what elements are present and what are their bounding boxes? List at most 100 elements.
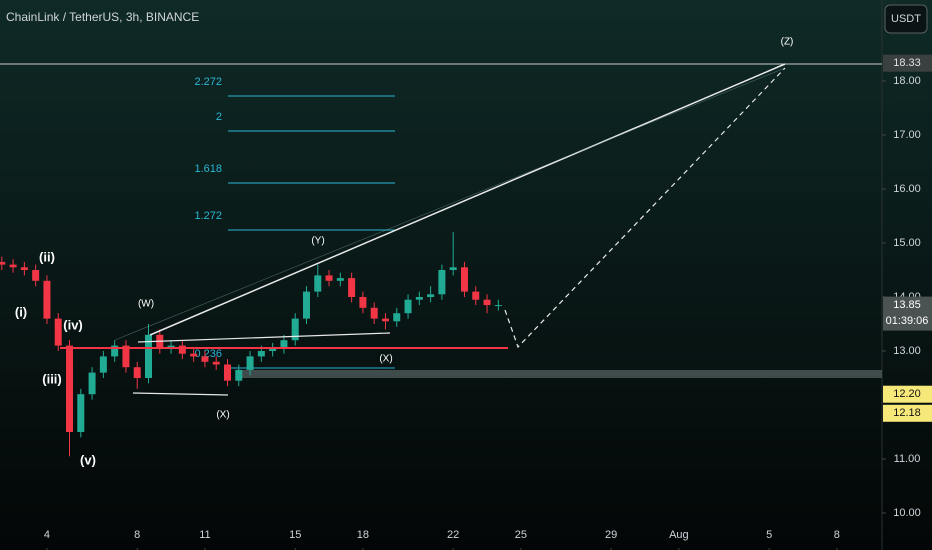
y-tick-label: 18.00 [893, 75, 921, 87]
candle-body [201, 356, 209, 362]
x-tick-label: 22 [447, 529, 459, 541]
candle-body [269, 348, 277, 352]
x-tick-label: 4 [44, 529, 50, 541]
x-tick-label: 8 [834, 529, 840, 541]
candle-body [167, 345, 175, 349]
candle-body [20, 267, 28, 271]
candle-body [415, 297, 423, 300]
currency-button[interactable] [884, 4, 928, 34]
price-label-box [883, 404, 932, 422]
price-label-box [883, 54, 932, 72]
candle-body [178, 345, 186, 354]
candle-body [393, 313, 401, 322]
wave-label: (Y) [311, 236, 324, 247]
candle-body [404, 299, 412, 314]
candle-body [336, 278, 344, 281]
wave-label: (X) [379, 354, 392, 365]
candle-body [438, 270, 446, 295]
wave-label: (ii) [39, 249, 55, 264]
candle-body [190, 353, 198, 357]
fib-label: 1.618 [194, 163, 222, 175]
wave-label: (v) [80, 452, 96, 467]
candle-body [235, 369, 243, 381]
y-tick-label: 16.00 [893, 183, 921, 195]
candle-body [43, 280, 51, 319]
projection-path [504, 67, 786, 349]
wave-label: (i) [15, 304, 27, 319]
fib-label: 0.236 [194, 348, 222, 360]
candle-body [494, 305, 502, 307]
x-tick-label: 29 [605, 529, 617, 541]
countdown: 01:39:06 [886, 315, 929, 327]
candle-body [133, 367, 141, 379]
candle-body [381, 318, 389, 322]
trend-line [114, 67, 786, 341]
price-label-box [883, 296, 932, 331]
price-label: 12.20 [893, 388, 921, 400]
y-tick-label: 15.00 [893, 237, 921, 249]
candle-body [54, 318, 62, 346]
drawings-over: (i) (ii) (iii) (iv) (v) (W) (X) (Y) (X) … [0, 37, 882, 467]
candle-body [302, 291, 310, 319]
fib-label: 2 [216, 111, 222, 123]
chart-title: ChainLink / TetherUS, 3h, BINANCE [6, 10, 199, 24]
y-tick-label: 11.00 [894, 453, 921, 465]
currency-label[interactable]: USDT [891, 13, 921, 25]
candle-body [246, 356, 254, 370]
candle-body [291, 318, 299, 341]
candle-body [99, 356, 107, 373]
wave-label: (Z) [781, 37, 794, 48]
candle-body [460, 267, 468, 292]
candle-body [88, 372, 96, 395]
candle-body [427, 294, 435, 298]
candle-body [0, 261, 6, 265]
x-tick-label: 15 [289, 529, 301, 541]
candle-body [145, 334, 153, 379]
candle-body [257, 351, 265, 357]
fib-label: 1.272 [194, 210, 222, 222]
candle-body [348, 278, 356, 298]
candle-body [66, 345, 74, 433]
trend-line [149, 63, 786, 336]
candle-body [32, 270, 40, 281]
x-tick-label: 5 [766, 529, 772, 541]
wave-label: (X) [216, 410, 229, 421]
candle-body [212, 361, 220, 365]
wave-label: (iii) [42, 371, 62, 386]
candle-body [280, 340, 288, 349]
fib-label: 2.272 [194, 76, 222, 88]
candle-body [370, 307, 378, 319]
x-tick-label: 25 [515, 529, 527, 541]
candle-body [325, 275, 333, 281]
axes: 10.0011.0013.0014.0015.0016.0017.0018.00… [44, 54, 932, 550]
x-tick-label: 8 [134, 529, 140, 541]
drawings-under: 2.272 2 1.618 1.272 0.236 [194, 76, 882, 378]
x-tick-label: 11 [199, 529, 210, 541]
wave-label: (iv) [63, 317, 83, 332]
wave-label: (W) [138, 299, 154, 310]
y-tick-label: 10.00 [893, 507, 921, 519]
zone-band [240, 370, 882, 378]
candle-body [9, 264, 17, 268]
price-label: 12.18 [893, 407, 921, 419]
candle-body [122, 345, 130, 368]
x-tick-label: 18 [357, 529, 369, 541]
candle-body [359, 297, 367, 308]
candle-body [483, 299, 491, 306]
price-label: 18.33 [893, 57, 921, 69]
candle-body [449, 267, 457, 271]
price-label-box [883, 385, 932, 403]
trend-line [132, 392, 229, 396]
candle-body [77, 394, 85, 433]
candle-body [472, 291, 480, 300]
y-tick-label: 13.00 [893, 345, 921, 357]
y-tick-label: 17.00 [893, 129, 921, 141]
candle-body [314, 275, 322, 292]
price-label: 13.85 [893, 299, 921, 311]
trend-line [137, 332, 391, 343]
candle-body [223, 364, 231, 381]
candles [0, 232, 502, 457]
x-tick-label: Aug [669, 529, 689, 541]
